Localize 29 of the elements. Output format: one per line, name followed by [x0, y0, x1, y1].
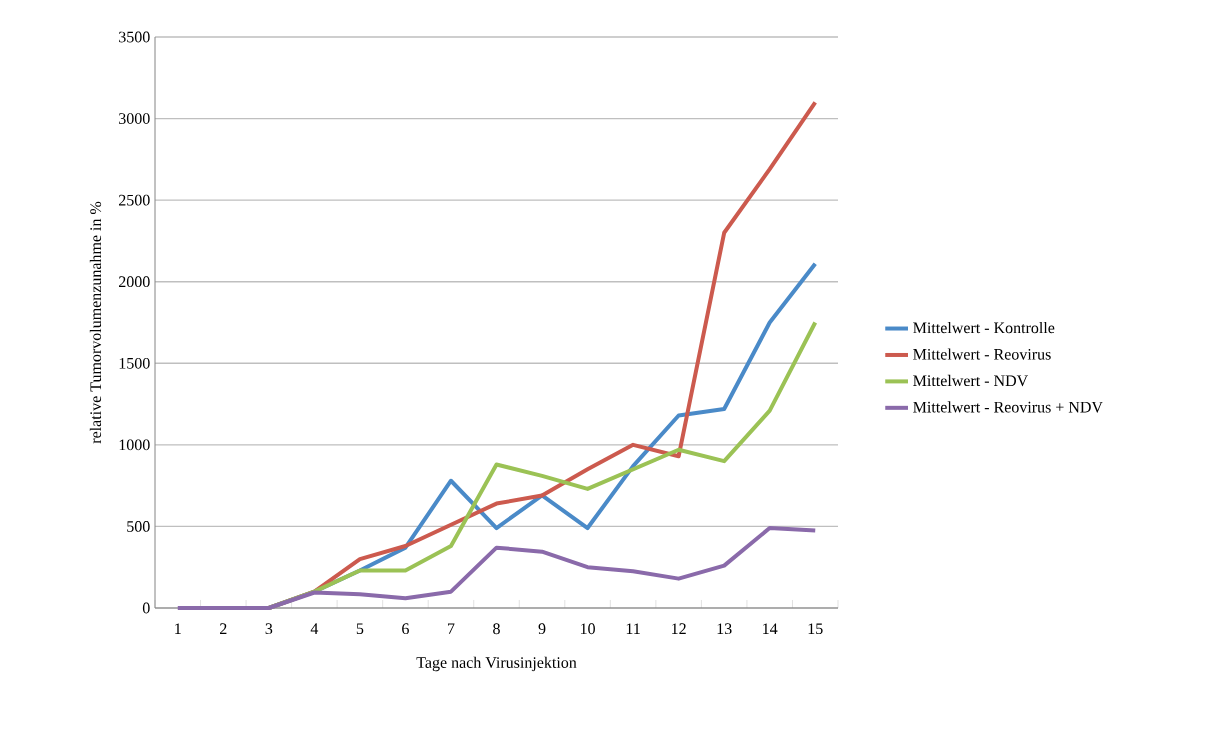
y-tick-label: 0 [142, 602, 150, 614]
y-tick-label: 2500 [119, 194, 150, 206]
x-tick-label: 9 [538, 623, 546, 635]
x-tick-label: 3 [265, 623, 273, 635]
x-tick-label: 6 [402, 623, 409, 635]
x-tick-label: 1 [175, 623, 181, 634]
x-tick-label: 11 [626, 623, 640, 634]
y-tick-label: 1000 [119, 439, 150, 451]
y-axis-title: relative Tumorvolumenzunahme in % [89, 201, 102, 444]
y-tick-label: 500 [127, 521, 150, 532]
x-tick-label: 15 [808, 623, 823, 635]
x-tick-label: 10 [580, 623, 595, 635]
x-tick-label: 8 [493, 623, 500, 635]
x-tick-label: 14 [763, 623, 778, 634]
x-tick-label: 5 [356, 623, 364, 634]
x-tick-label: 13 [717, 623, 732, 635]
x-tick-label: 7 [448, 623, 455, 634]
legend-label: Mittelwert - NDV [913, 374, 1029, 387]
legend-label: Mittelwert - Reovirus [913, 348, 1051, 360]
x-axis-title: Tage nach Virusinjektion [416, 656, 577, 672]
y-tick-label: 3000 [119, 113, 150, 124]
x-tick-label: 4 [310, 623, 319, 634]
y-tick-label: 3500 [119, 31, 150, 43]
y-tick-label: 1500 [119, 357, 150, 369]
legend-label: Mittelwert - Kontrolle [913, 321, 1055, 334]
x-tick-label: 2 [220, 623, 227, 634]
legend-label: Mittelwert - Reovirus + NDV [913, 401, 1103, 413]
y-tick-label: 2000 [119, 276, 150, 288]
x-tick-label: 12 [672, 623, 686, 634]
